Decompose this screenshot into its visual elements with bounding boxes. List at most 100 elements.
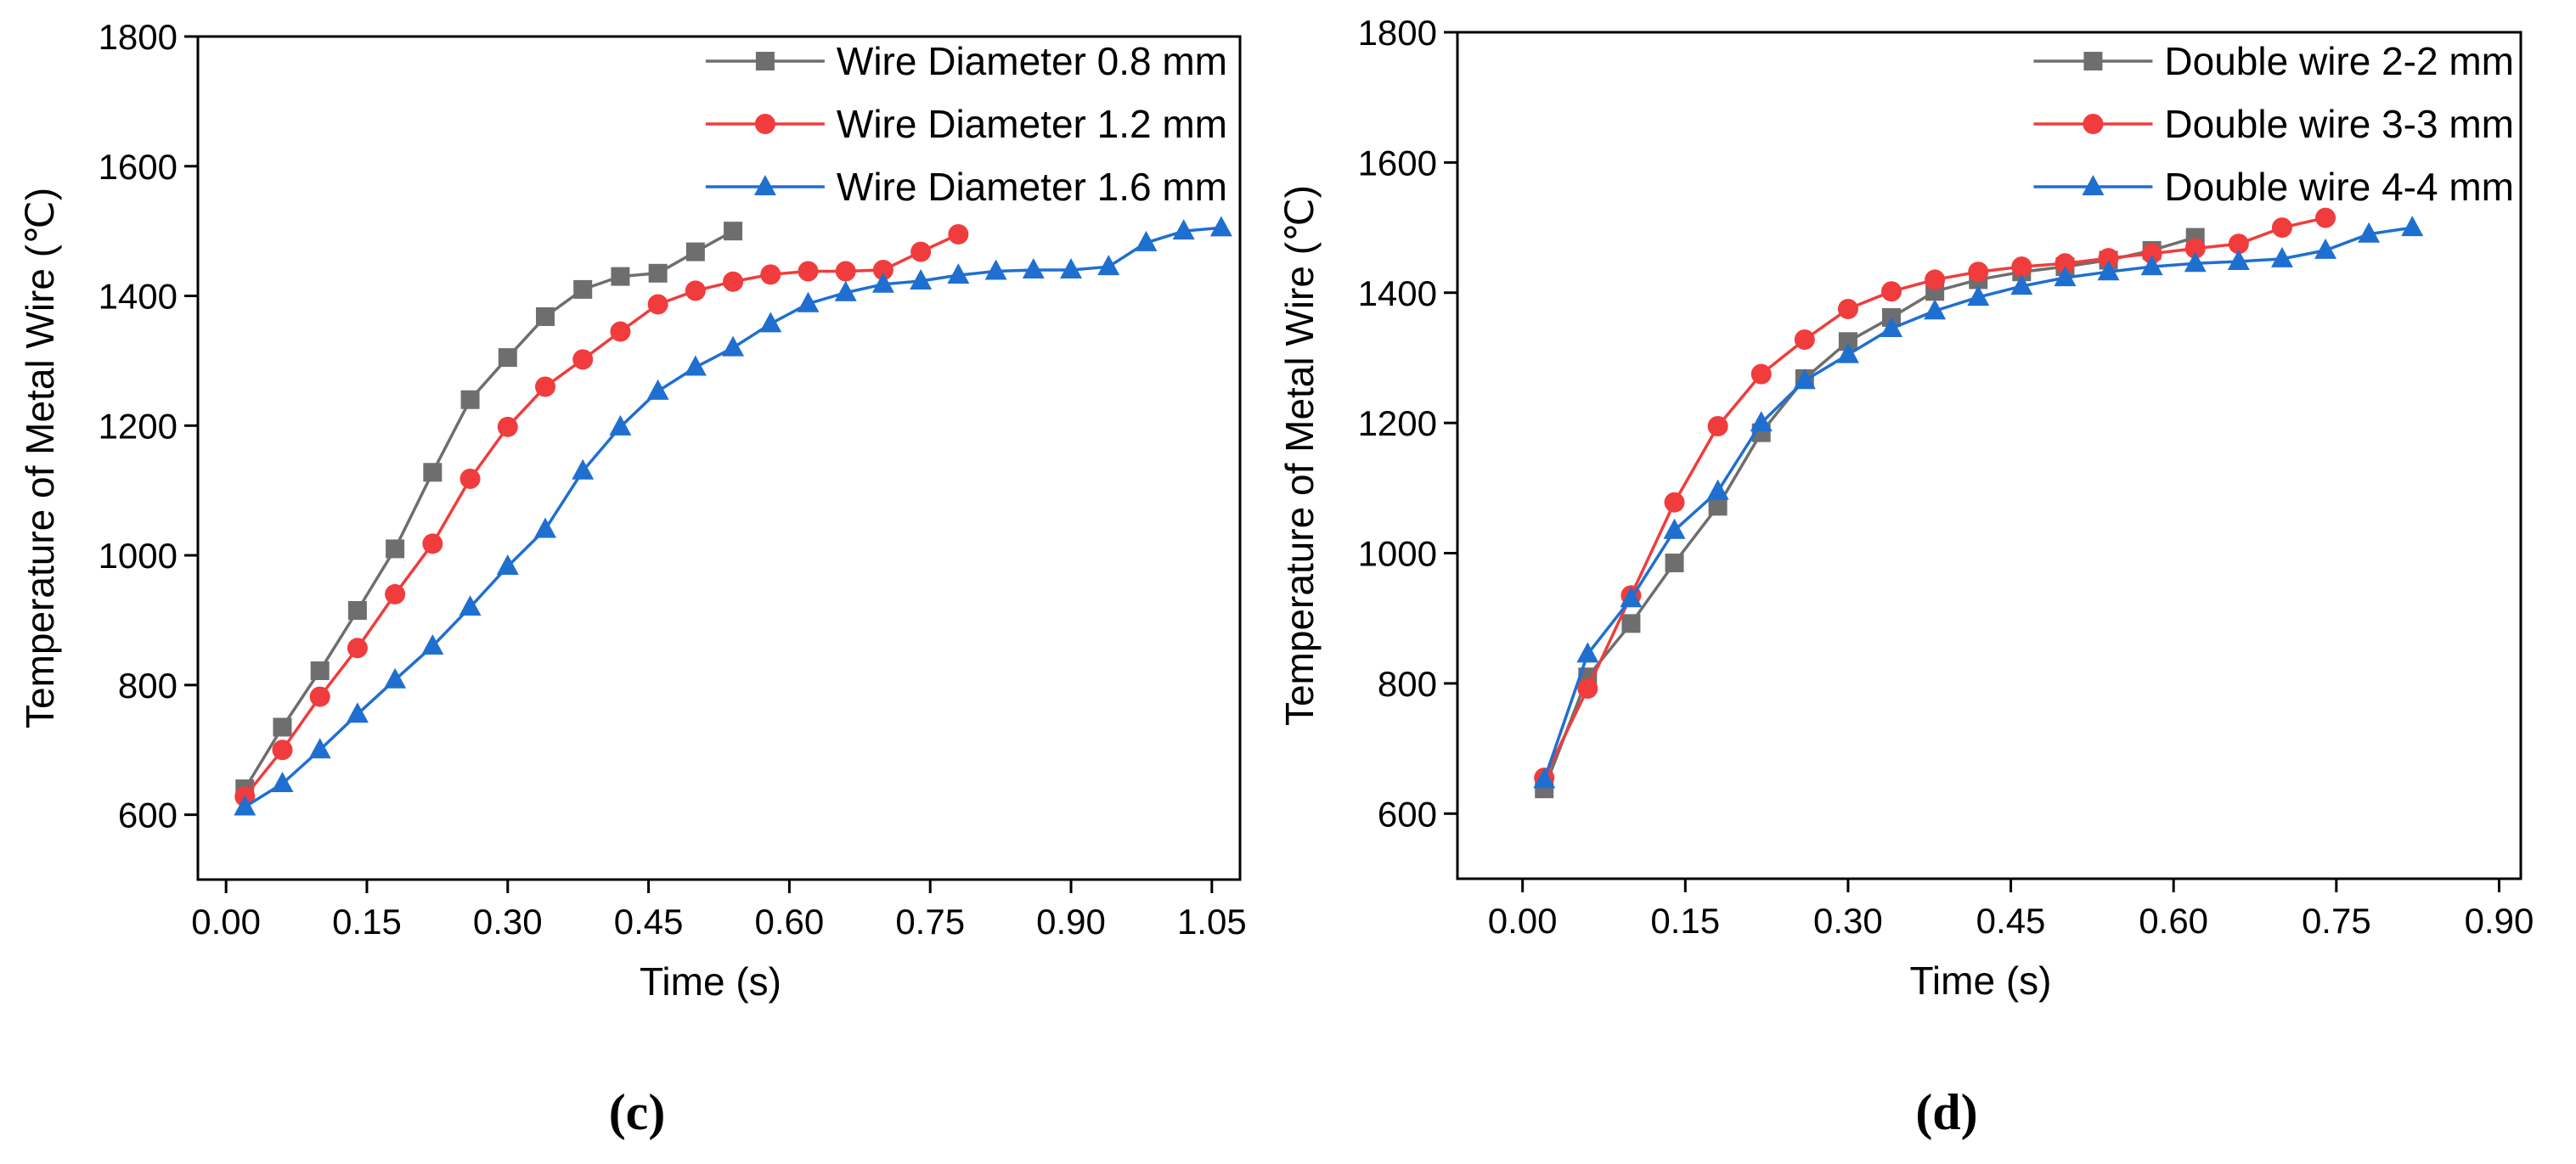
data-point — [2227, 249, 2250, 270]
data-point — [2010, 274, 2033, 295]
data-point — [1172, 219, 1195, 240]
data-point — [1209, 216, 1232, 237]
series-line — [1542, 235, 2196, 790]
data-point — [2271, 217, 2292, 239]
plot-frame — [196, 35, 1242, 881]
data-point — [496, 554, 519, 576]
data-point — [309, 686, 330, 707]
data-point — [1750, 363, 1772, 385]
x-tick-label: 0.15 — [1650, 901, 1720, 941]
data-point — [273, 717, 292, 737]
data-point — [459, 468, 481, 489]
data-point — [685, 280, 706, 301]
data-point — [1665, 554, 1684, 573]
data-point — [347, 601, 367, 621]
y-axis-title: Temperature of Metal Wire (℃) — [18, 188, 62, 728]
data-point — [1836, 342, 1859, 363]
data-point — [1881, 281, 1902, 302]
legend-label: Wire Diameter 1.2 mm — [837, 102, 1227, 146]
data-point — [1060, 257, 1083, 278]
data-point — [2314, 238, 2337, 259]
data-point — [797, 291, 820, 312]
data-point — [611, 267, 630, 286]
y-tick-label: 1200 — [99, 406, 178, 446]
legend: Wire Diameter 0.8 mm Wire Diameter 1.2 mm… — [705, 39, 1227, 209]
x-tick-label: 0.00 — [191, 902, 261, 942]
legend-label: Wire Diameter 0.8 mm — [837, 39, 1227, 83]
data-point — [835, 261, 856, 282]
data-point — [308, 738, 331, 759]
data-point — [647, 294, 668, 315]
series-3 — [1533, 216, 2424, 789]
legend: Double wire 2-2 mm Double wire 3-3 mm Doub… — [2033, 39, 2514, 209]
y-tick-label: 1200 — [1358, 403, 1437, 443]
data-point — [384, 667, 407, 689]
data-point — [2011, 256, 2032, 278]
data-point — [724, 222, 743, 241]
data-point — [310, 661, 330, 681]
data-point — [572, 458, 595, 480]
data-point — [2358, 222, 2381, 243]
legend-marker — [754, 114, 775, 134]
data-point — [610, 321, 631, 342]
data-point — [1135, 230, 1158, 251]
data-point — [798, 261, 819, 282]
data-point — [1022, 257, 1045, 278]
data-point — [423, 463, 442, 482]
data-point — [2098, 248, 2119, 269]
legend-marker — [2083, 114, 2104, 134]
y-tick-label: 800 — [118, 666, 178, 706]
data-point — [1880, 316, 1903, 337]
data-point — [536, 306, 555, 326]
y-tick-label: 800 — [1378, 664, 1437, 704]
data-point — [722, 335, 745, 357]
data-point — [498, 348, 517, 368]
x-tick-label: 0.75 — [2302, 901, 2371, 941]
data-point — [723, 271, 744, 292]
y-tick-label: 600 — [118, 796, 178, 835]
data-point — [573, 279, 593, 299]
data-point — [572, 349, 594, 370]
series-1 — [1535, 228, 2205, 799]
series-2 — [234, 223, 969, 807]
series-3 — [234, 216, 1232, 816]
legend-label: Double wire 3-3 mm — [2164, 102, 2514, 146]
y-tick-label: 1000 — [1358, 534, 1437, 574]
data-point — [1794, 329, 1815, 350]
data-point — [459, 595, 482, 616]
legend-marker — [2083, 52, 2103, 70]
x-tick-label: 0.75 — [895, 902, 965, 942]
data-point — [871, 272, 894, 293]
data-point — [460, 390, 480, 409]
x-axis-title: Time (s) — [640, 959, 781, 1004]
x-tick-label: 0.00 — [1488, 901, 1558, 941]
data-point — [1708, 497, 1728, 516]
data-point — [648, 263, 668, 283]
data-point — [948, 223, 969, 245]
chart-panel-c: 0.00 0.15 0.30 0.45 0.60 0.75 0.90 1.05 600 800 10… — [18, 17, 1247, 1140]
plot-frame — [1456, 31, 2522, 880]
data-point — [1707, 415, 1728, 436]
data-point — [271, 771, 294, 792]
data-point — [1664, 492, 1685, 513]
y-tick-label: 1600 — [1358, 143, 1437, 183]
x-tick-label: 0.60 — [755, 902, 825, 942]
data-point — [1577, 678, 1598, 700]
data-point — [1621, 614, 1641, 633]
y-tick-label: 1800 — [1358, 13, 1437, 53]
data-point — [497, 416, 518, 437]
data-point — [534, 517, 556, 538]
legend-marker — [753, 175, 776, 195]
series-line — [244, 226, 1222, 808]
data-point — [2097, 260, 2120, 281]
data-point — [385, 583, 406, 604]
x-tick-label: 1.05 — [1177, 902, 1247, 942]
data-point — [2401, 216, 2424, 237]
data-point — [834, 280, 857, 301]
x-tick-label: 0.90 — [2465, 901, 2534, 941]
data-point — [1097, 255, 1120, 276]
y-axis-title: Temperature of Metal Wire (℃) — [1277, 185, 1322, 726]
data-point — [759, 312, 782, 333]
data-point — [1533, 768, 1556, 789]
data-point — [646, 379, 669, 400]
